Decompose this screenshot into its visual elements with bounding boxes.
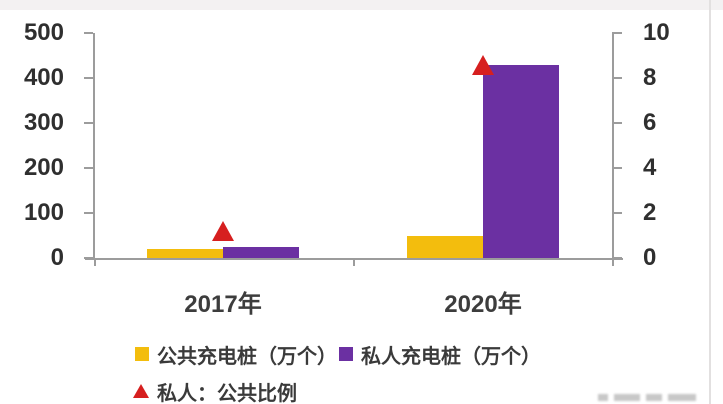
legend-label-public-bar: 公共充电桩（万个） [157, 345, 337, 368]
bar-private-2017年 [223, 246, 299, 258]
watermark-smudge [598, 393, 608, 401]
ratio-marker-2017年 [212, 221, 234, 241]
y-axis-left-tick [84, 77, 93, 79]
y-axis-left-tick-label: 0 [50, 244, 64, 271]
legend-label-ratio: 私人：公共比例 [157, 382, 297, 404]
y-axis-right-tick-label: 10 [643, 19, 670, 46]
y-axis-left-tick [84, 122, 93, 124]
y-axis-right-tick [612, 212, 622, 214]
x-axis-tick [612, 258, 614, 266]
y-axis-right-tick [612, 257, 622, 259]
bar-private-2020年 [483, 64, 559, 258]
watermark-smudge [668, 393, 696, 401]
y-axis-right-tick-label: 6 [643, 109, 657, 136]
y-axis-right-line [612, 33, 614, 260]
y-axis-left-tick-label: 300 [23, 109, 64, 136]
x-axis-tick [94, 258, 96, 266]
watermark-smudge [614, 393, 640, 401]
legend-label-private-bar: 私人充电桩（万个） [361, 345, 541, 368]
y-axis-right-tick [612, 167, 622, 169]
y-axis-left-tick [84, 32, 93, 34]
x-category-label-2020年: 2020年 [444, 291, 522, 318]
y-axis-left-tick-label: 100 [23, 199, 64, 226]
y-axis-left-tick-label: 500 [23, 19, 64, 46]
y-axis-right-tick [612, 122, 622, 124]
watermark [598, 390, 716, 404]
legend-row-ratio: 私人：公共比例 [133, 379, 297, 404]
y-axis-right-tick [612, 32, 622, 34]
top-edge-strip [0, 0, 723, 10]
right-edge-line [709, 0, 711, 404]
legend-triangle-icon [133, 384, 149, 398]
x-category-label-2017年: 2017年 [184, 291, 262, 318]
legend-swatch-public-bar [135, 347, 149, 361]
y-axis-right-tick-label: 2 [643, 199, 657, 226]
ratio-marker-2020年 [472, 54, 494, 75]
y-axis-right-tick-label: 8 [643, 64, 657, 91]
y-axis-left-tick [84, 167, 93, 169]
y-axis-right-tick-label: 4 [643, 154, 657, 181]
y-axis-left-tick [84, 257, 93, 259]
y-axis-left-tick-label: 400 [23, 64, 64, 91]
y-axis-left-line [93, 33, 95, 260]
watermark-smudge [646, 393, 662, 401]
y-axis-left-tick [84, 212, 93, 214]
legend-row-bars: 公共充电桩（万个） 私人充电桩（万个） [135, 342, 541, 368]
y-axis-left-tick-label: 200 [23, 154, 64, 181]
bar-public-2020年 [407, 235, 483, 258]
x-axis-tick [353, 258, 355, 266]
y-axis-right-tick-label: 0 [643, 244, 657, 271]
legend-swatch-private-bar [339, 347, 353, 361]
y-axis-right-tick [612, 77, 622, 79]
bar-public-2017年 [147, 248, 223, 258]
